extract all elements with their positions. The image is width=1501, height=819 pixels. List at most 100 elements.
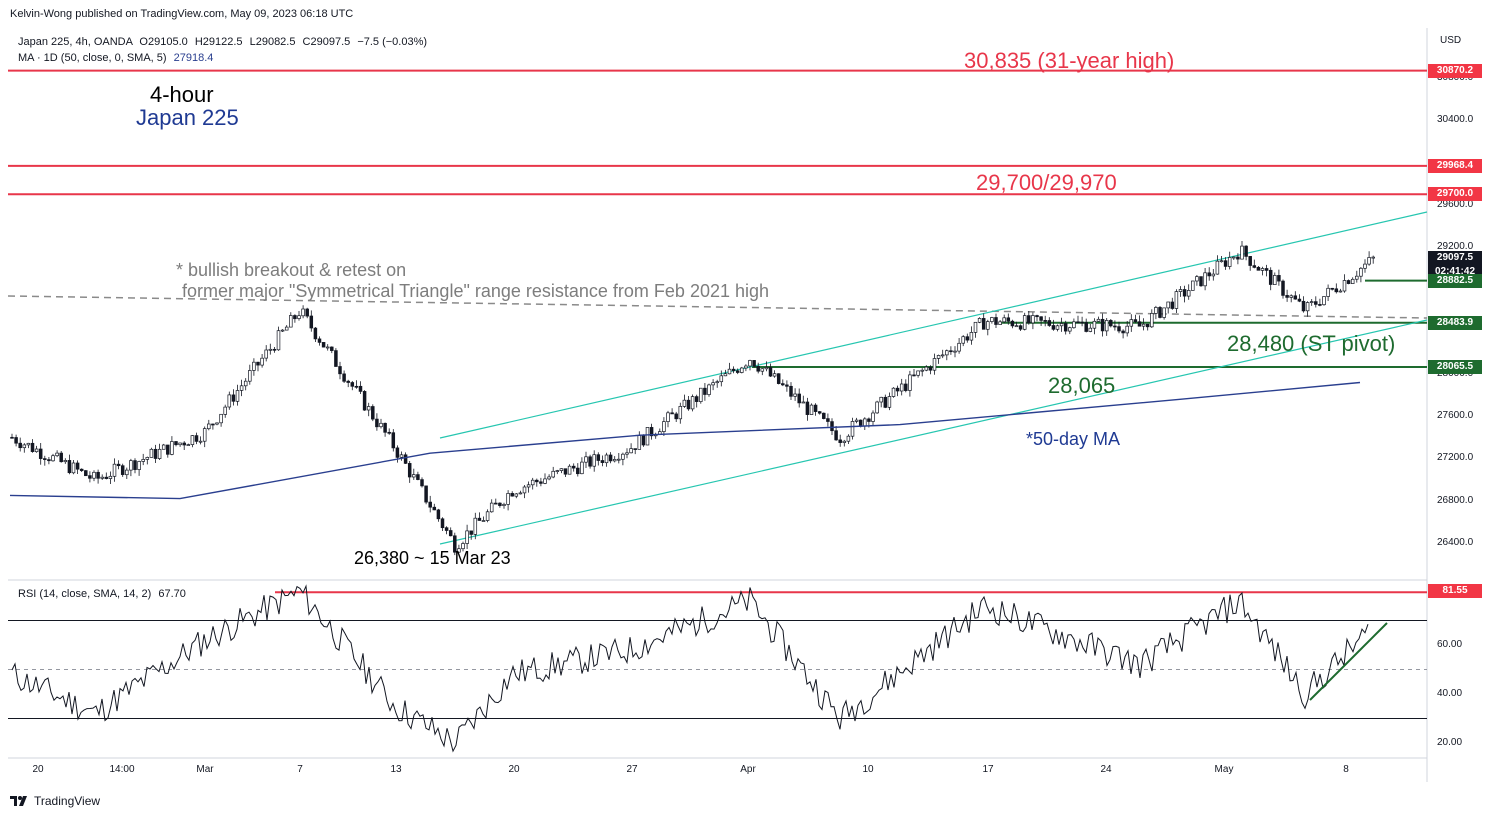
candle-up: [239, 385, 244, 391]
candle-down: [120, 465, 125, 475]
candle-up: [51, 455, 55, 462]
candle-up: [190, 435, 195, 445]
candle-down: [1084, 322, 1088, 332]
candle-down: [432, 506, 437, 511]
candle-up: [940, 354, 945, 357]
candle-up: [1104, 320, 1109, 332]
candle-down: [1293, 295, 1298, 300]
candle-down: [576, 467, 580, 475]
time-tick-label: 20: [32, 764, 44, 775]
candle-down: [1236, 256, 1240, 260]
candle-up: [764, 367, 769, 370]
candle-up: [63, 460, 68, 463]
candle-down: [633, 448, 637, 450]
candle-down: [453, 535, 457, 553]
currency-label: USD: [1440, 35, 1462, 46]
candle-up: [207, 423, 211, 430]
candle-down: [30, 442, 35, 452]
candle-up: [1342, 280, 1347, 292]
candle-up: [26, 442, 31, 446]
candle-down: [1248, 256, 1252, 266]
price-tag: 28882.5: [1428, 273, 1482, 288]
candle-down: [756, 366, 760, 372]
brand-footer[interactable]: TradingView: [10, 794, 100, 808]
candle-down: [116, 463, 121, 467]
candle-down: [256, 361, 260, 366]
candle-down: [1027, 315, 1031, 324]
candle-up: [1154, 307, 1158, 314]
candle-up: [1088, 327, 1093, 332]
candle-down: [362, 391, 367, 411]
candle-up: [530, 479, 535, 486]
candle-down: [1182, 289, 1187, 297]
candle-down: [817, 411, 822, 414]
candle-down: [391, 432, 396, 449]
candle-up: [1141, 323, 1146, 327]
candle-down: [494, 502, 498, 505]
ma-annotation: *50-day MA: [1026, 429, 1121, 449]
candle-down: [1080, 321, 1084, 324]
candle-down: [965, 336, 970, 341]
candle-up: [465, 530, 469, 544]
candle-down: [67, 460, 72, 474]
candle-down: [1346, 280, 1351, 284]
candle-down: [334, 350, 338, 367]
candle-down: [1314, 301, 1318, 305]
candle-up: [280, 329, 285, 332]
candle-down: [1133, 319, 1138, 322]
candle-down: [822, 412, 826, 419]
candle-down: [1039, 316, 1043, 321]
ma-value: 27918.4: [173, 52, 214, 64]
price-tick-label: 27200.0: [1437, 452, 1474, 464]
candle-down: [785, 384, 789, 387]
candle-down: [448, 530, 453, 537]
time-tick-label: 27: [626, 764, 638, 775]
candle-up: [854, 419, 859, 422]
candle-down: [84, 470, 88, 477]
candle-up: [141, 459, 145, 462]
candle-up: [846, 435, 851, 442]
low-value: L29082.5: [249, 36, 296, 48]
candle-up: [1072, 321, 1076, 329]
candle-down: [1010, 320, 1015, 327]
candle-up: [1068, 327, 1072, 332]
candle-down: [420, 479, 424, 487]
candle-up: [481, 520, 486, 522]
candle-up: [219, 413, 223, 424]
candle-up: [990, 317, 994, 322]
candle-up: [567, 465, 572, 475]
candle-up: [1260, 268, 1265, 271]
candle-down: [1264, 268, 1269, 271]
candle-up: [772, 373, 777, 377]
candle-up: [366, 406, 371, 411]
rsi-legend[interactable]: RSI (14, close, SMA, 14, 2) 67.70: [18, 588, 186, 600]
high-value: H29122.5: [194, 36, 243, 48]
candle-up: [1240, 245, 1244, 260]
candle-down: [1100, 318, 1105, 332]
price-tick-label: 27600.0: [1437, 410, 1474, 422]
candle-up: [71, 462, 76, 474]
candle-up: [145, 457, 150, 460]
candle-down: [731, 368, 736, 372]
candle-down: [826, 418, 830, 422]
channel-lower-line: [439, 319, 1428, 545]
high-annotation: 30,835 (31-year high): [964, 48, 1175, 73]
candle-down: [608, 454, 613, 462]
candle-down: [387, 431, 391, 434]
candle-down: [104, 476, 109, 479]
candle-up: [662, 421, 666, 432]
candle-up: [55, 452, 59, 457]
ma-legend[interactable]: MA · 1D (50, close, 0, SMA, 5) 27918.4: [18, 52, 213, 64]
candle-down: [1199, 276, 1203, 287]
candle-down: [338, 366, 342, 375]
rsi-level-tag: 81.55: [1428, 584, 1482, 598]
candle-up: [879, 396, 883, 403]
candle-down: [375, 418, 379, 428]
candle-down: [1117, 326, 1121, 332]
candle-up: [617, 458, 621, 461]
rsi-tick-label: 40.00: [1437, 688, 1463, 699]
candle-up: [473, 517, 478, 535]
candle-down: [1006, 317, 1011, 322]
candle-down: [797, 393, 801, 404]
